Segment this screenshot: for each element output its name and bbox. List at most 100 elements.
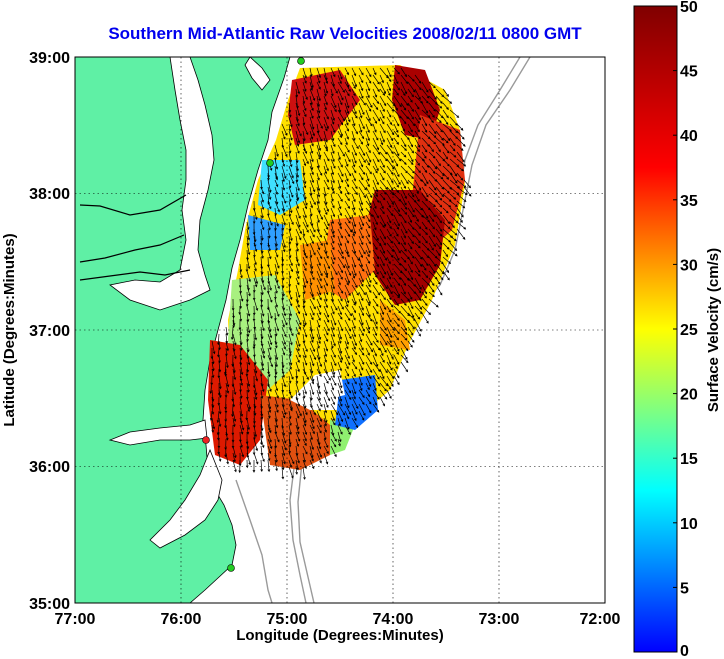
velocity-arrow <box>456 144 464 151</box>
y-axis-label: Latitude (Degrees:Minutes) <box>1 233 18 426</box>
velocity-arrow <box>393 221 400 230</box>
velocity-arrow <box>351 235 356 245</box>
velocity-arrow <box>442 193 452 202</box>
velocity-arrow <box>372 123 377 133</box>
velocity-arrow <box>456 228 466 240</box>
velocity-arrow <box>323 200 330 212</box>
velocity-arrow <box>302 417 307 427</box>
velocity-arrow <box>260 424 264 439</box>
velocity-arrow <box>407 242 413 250</box>
velocity-arrow <box>295 221 302 235</box>
velocity-arrow <box>386 256 391 265</box>
velocity-arrow <box>351 116 356 127</box>
velocity-arrow <box>267 445 272 454</box>
velocity-arrow <box>358 158 364 168</box>
velocity-arrow <box>337 81 345 93</box>
velocity-arrow <box>344 67 349 76</box>
velocity-arrow <box>253 277 258 288</box>
velocity-arrow <box>358 116 365 130</box>
velocity-arrow <box>260 410 264 420</box>
velocity-arrow <box>428 235 437 248</box>
velocity-arrow <box>372 277 378 285</box>
x-tick-label: 76:00 <box>161 611 202 628</box>
velocity-arrow <box>351 263 357 277</box>
velocity-arrow <box>449 165 458 177</box>
velocity-arrow <box>435 109 444 119</box>
velocity-arrow <box>323 417 327 427</box>
velocity-arrow <box>428 123 437 135</box>
velocity-arrow <box>365 88 370 99</box>
velocity-arrow <box>358 375 363 386</box>
velocity-arrow <box>337 270 343 280</box>
velocity-arrow <box>400 214 407 224</box>
velocity-arrow <box>288 291 293 300</box>
velocity-arrow <box>393 116 400 127</box>
velocity-arrow <box>344 137 348 146</box>
velocity-arrow <box>323 249 329 259</box>
velocity-arrow <box>428 158 438 170</box>
velocity-arrow <box>379 144 388 155</box>
velocity-arrow <box>302 452 306 463</box>
velocity-arrow <box>421 256 429 267</box>
velocity-arrow <box>358 207 365 220</box>
velocity-arrow <box>379 102 385 113</box>
velocity-arrow <box>372 347 377 357</box>
velocity-arrow <box>365 67 372 78</box>
velocity-arrow <box>232 452 236 463</box>
velocity-arrow <box>246 242 251 256</box>
velocity-arrow <box>309 81 313 91</box>
velocity-arrow <box>386 74 392 83</box>
velocity-arrow <box>435 284 443 296</box>
velocity-arrow <box>344 130 349 140</box>
velocity-arrow <box>295 424 300 435</box>
velocity-arrow <box>281 410 286 419</box>
velocity-arrow <box>372 130 379 141</box>
velocity-arrow <box>309 123 316 137</box>
velocity-arrow <box>435 123 443 133</box>
velocity-arrow <box>330 151 335 163</box>
velocity-arrow <box>414 256 423 267</box>
velocity-arrow <box>351 74 358 88</box>
velocity-arrow <box>316 228 322 238</box>
velocity-arrow <box>393 228 399 237</box>
velocity-arrow <box>386 137 393 148</box>
velocity-arrow <box>330 165 335 176</box>
velocity-arrow <box>295 452 300 464</box>
velocity-arrow <box>400 165 408 174</box>
velocity-arrow <box>344 256 350 269</box>
velocity-arrow <box>442 144 450 154</box>
velocity-arrow <box>351 123 358 135</box>
velocity-arrow <box>337 67 343 80</box>
velocity-arrow <box>230 326 234 341</box>
velocity-arrow <box>260 305 265 317</box>
velocity-arrow <box>218 375 222 390</box>
velocity-arrow <box>351 200 356 211</box>
velocity-arrow <box>309 200 313 209</box>
velocity-arrow <box>330 312 337 326</box>
velocity-arrow <box>358 270 364 283</box>
velocity-arrow <box>302 172 307 185</box>
velocity-arrow <box>252 460 256 473</box>
velocity-arrow <box>428 116 434 124</box>
velocity-arrow <box>393 207 401 217</box>
velocity-arrow <box>260 186 265 195</box>
velocity-arrow <box>295 340 300 352</box>
velocity-arrow <box>428 137 437 145</box>
velocity-arrow <box>351 193 356 203</box>
velocity-arrow <box>442 158 450 167</box>
velocity-arrow <box>379 347 384 357</box>
velocity-arrow <box>379 312 384 321</box>
velocity-arrow <box>337 172 344 183</box>
velocity-arrow <box>449 116 458 126</box>
velocity-arrow <box>407 123 413 133</box>
velocity-arrow <box>337 214 342 227</box>
velocity-arrow <box>428 228 436 238</box>
velocity-arrow <box>267 403 272 414</box>
velocity-arrow <box>442 207 449 214</box>
velocity-arrow <box>309 242 316 256</box>
velocity-arrow <box>302 109 307 118</box>
colorbar-tick-label: 30 <box>680 257 698 274</box>
velocity-arrow <box>456 165 465 172</box>
velocity-arrow <box>302 256 307 266</box>
velocity-arrow <box>407 165 415 174</box>
